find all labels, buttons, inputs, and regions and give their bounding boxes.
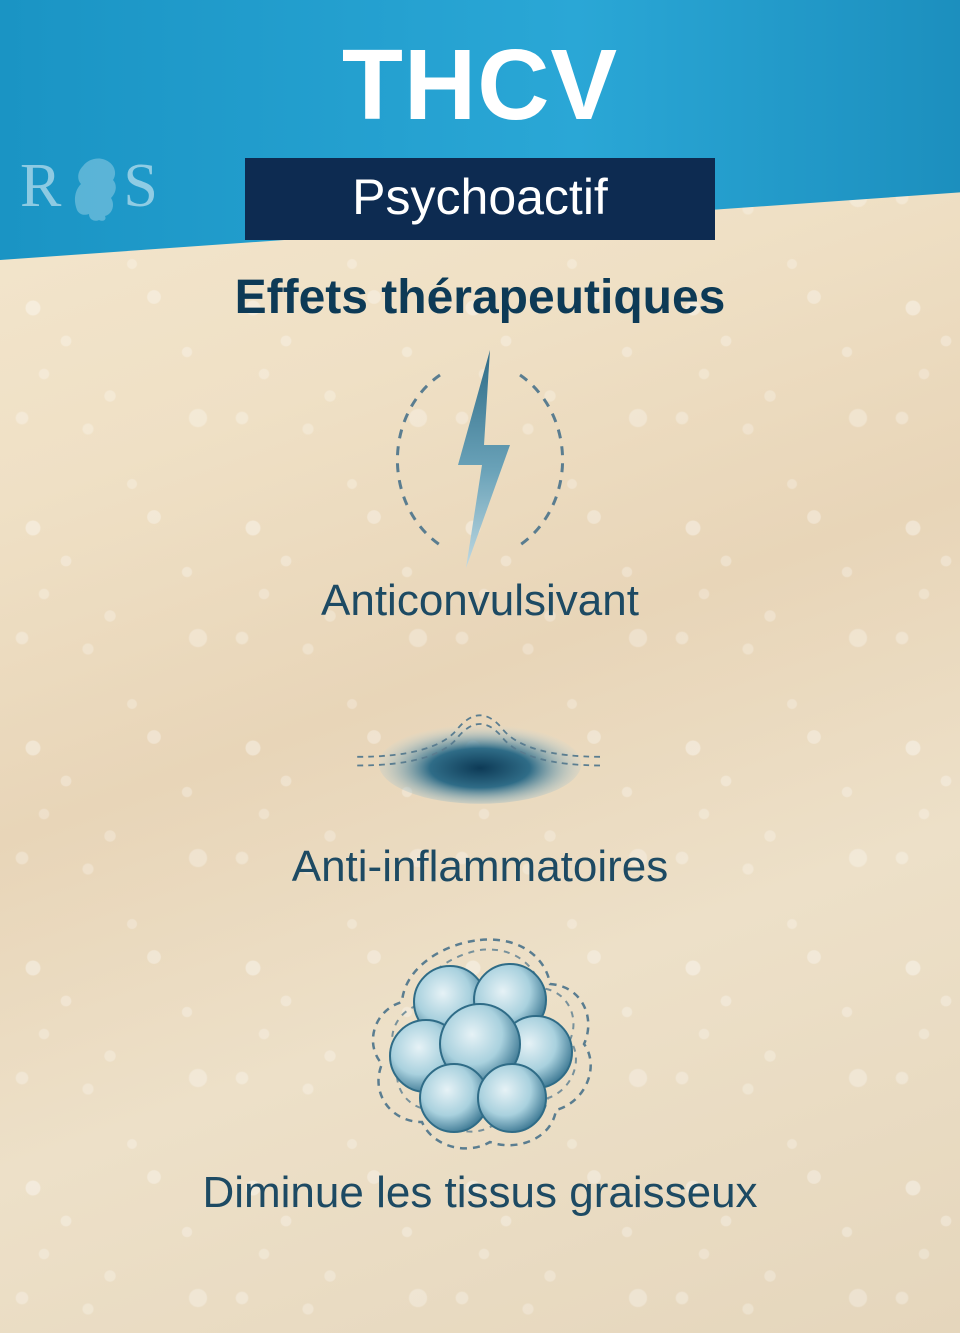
- logo-letter: R: [20, 151, 65, 222]
- subtitle-badge: Psychoactif: [245, 158, 715, 240]
- effect-label: Anti-inflammatoires: [292, 842, 669, 892]
- page-title: THCV: [0, 28, 960, 143]
- effect-item: Anticonvulsivant: [321, 350, 639, 626]
- effect-item: Diminue les tissus graisseux: [202, 922, 757, 1218]
- effect-label: Diminue les tissus graisseux: [202, 1168, 757, 1218]
- lion-icon: [67, 150, 121, 222]
- effects-list: Anticonvulsivant Anti-inflammatoires: [0, 350, 960, 1248]
- subtitle-text: Psychoactif: [245, 158, 715, 240]
- effect-item: Anti-inflammatoires: [292, 656, 669, 892]
- fat-cells-icon: [350, 922, 610, 1162]
- section-heading: Effets thérapeutiques: [0, 270, 960, 325]
- logo-letter: S: [123, 151, 161, 222]
- brand-logo: R S: [20, 150, 162, 222]
- inflammation-icon: [350, 656, 610, 836]
- effect-label: Anticonvulsivant: [321, 576, 639, 626]
- lightning-icon: [350, 350, 610, 570]
